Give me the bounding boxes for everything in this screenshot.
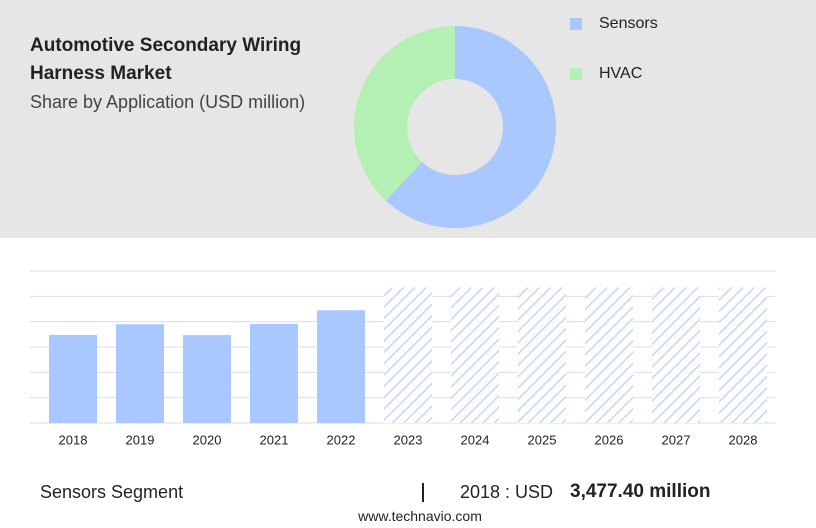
x-tick-label: 2028 bbox=[729, 432, 758, 447]
bar bbox=[451, 287, 499, 423]
legend-label: Sensors bbox=[599, 15, 658, 32]
x-tick-label: 2018 bbox=[59, 432, 88, 447]
x-tick-label: 2024 bbox=[461, 432, 490, 447]
x-tick-label: 2025 bbox=[528, 432, 557, 447]
detail-prefix: 2018 : USD bbox=[460, 482, 554, 502]
x-tick-label: 2019 bbox=[126, 432, 155, 447]
bar bbox=[384, 287, 432, 423]
bar bbox=[250, 323, 298, 423]
bar bbox=[585, 287, 633, 423]
x-tick-label: 2021 bbox=[260, 432, 289, 447]
chart-subtitle: Share by Application (USD million) bbox=[30, 92, 306, 112]
x-tick-label: 2026 bbox=[595, 432, 624, 447]
x-tick-label: 2022 bbox=[327, 432, 356, 447]
x-tick-label: 2027 bbox=[662, 432, 691, 447]
x-tick-label: 2020 bbox=[193, 432, 222, 447]
legend-swatch bbox=[570, 68, 582, 80]
bar bbox=[652, 287, 700, 423]
x-tick-label: 2023 bbox=[394, 432, 423, 447]
bar bbox=[317, 310, 365, 423]
bar bbox=[183, 335, 231, 423]
segment-label: Sensors Segment bbox=[40, 482, 184, 502]
bar bbox=[719, 287, 767, 423]
pie-slice bbox=[385, 26, 557, 228]
bar bbox=[49, 334, 97, 423]
bar bbox=[518, 287, 566, 423]
chart-title: Automotive Secondary Wiring Harness Mark… bbox=[30, 35, 302, 84]
detail-value: 3,477.40 million bbox=[570, 481, 711, 502]
legend-label: HVAC bbox=[599, 65, 642, 82]
legend-swatch bbox=[570, 18, 582, 30]
pie-slice bbox=[354, 25, 455, 201]
website: www.technavio.com bbox=[358, 508, 482, 524]
bar bbox=[116, 324, 164, 423]
